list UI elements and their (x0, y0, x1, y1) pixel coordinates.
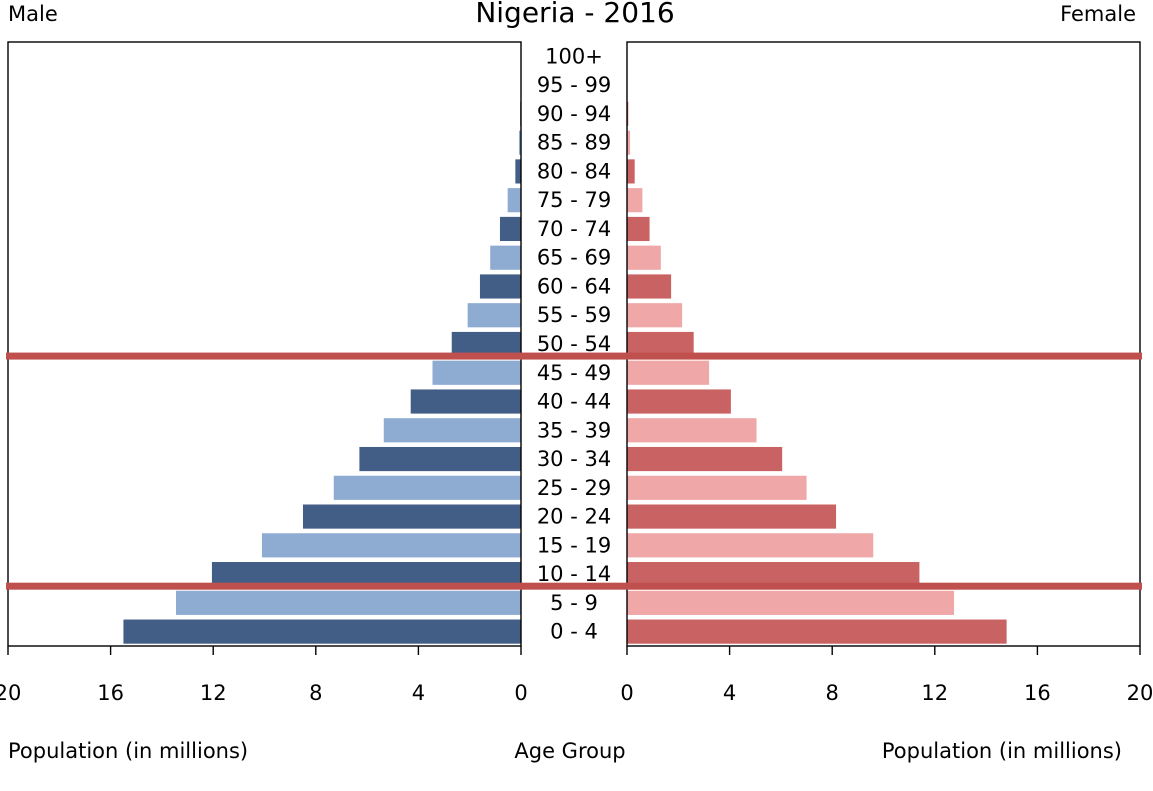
male-bar-40-44 (410, 389, 521, 414)
female-bar-45-49 (627, 360, 710, 385)
female-label: Female (1060, 2, 1136, 26)
male-bar-25-29 (333, 475, 521, 500)
age-label-30-34: 30 - 34 (537, 447, 611, 471)
male-label: Male (8, 2, 58, 26)
male-bar-35-39 (383, 418, 521, 443)
female-bar-10-14 (627, 562, 920, 587)
female-bar-85-89 (627, 130, 631, 155)
female-bar-20-24 (627, 504, 837, 529)
age-label-90-94: 90 - 94 (537, 102, 611, 126)
age-label-60-64: 60 - 64 (537, 274, 611, 298)
female-bar-25-29 (627, 475, 807, 500)
male-tick-label-4: 4 (412, 681, 425, 705)
female-panel (627, 44, 1007, 644)
female-bar-80-84 (627, 159, 635, 184)
female-tick-label-12: 12 (921, 681, 948, 705)
male-tick-label-8: 8 (309, 681, 322, 705)
male-bar-0-4 (123, 619, 522, 644)
age-label-50-54: 50 - 54 (537, 332, 611, 356)
age-label-85-89: 85 - 89 (537, 131, 611, 155)
male-bar-5-9 (176, 590, 521, 615)
chart-title: Nigeria - 2016 (475, 0, 674, 29)
male-bar-70-74 (499, 216, 521, 242)
female-bar-35-39 (627, 418, 757, 443)
highlight-lines (6, 352, 1142, 590)
male-bar-15-19 (261, 533, 521, 558)
male-tick-label-12: 12 (200, 681, 227, 705)
male-tick-label-0: 0 (514, 681, 527, 705)
age-label-45-49: 45 - 49 (537, 361, 611, 385)
age-label-100plus: 100+ (545, 44, 603, 68)
female-bar-0-4 (627, 619, 1007, 644)
male-tick-label-16: 16 (97, 681, 124, 705)
male-bar-50-54 (451, 331, 521, 357)
male-bar-20-24 (302, 504, 521, 529)
age-label-75-79: 75 - 79 (537, 188, 611, 212)
female-axis-label: Population (in millions) (882, 739, 1122, 763)
highlight-line-50-54 (6, 352, 1142, 360)
female-tick-label-20: 20 (1127, 681, 1153, 705)
male-bar-30-34 (359, 446, 521, 472)
male-panel (123, 44, 522, 644)
age-group-axis-label: Age Group (514, 739, 625, 763)
male-axis-label: Population (in millions) (8, 739, 248, 763)
highlight-line-10-14 (6, 582, 1142, 590)
age-label-70-74: 70 - 74 (537, 217, 611, 241)
age-label-35-39: 35 - 39 (537, 418, 611, 442)
female-tick-label-4: 4 (723, 681, 736, 705)
female-bar-30-34 (627, 446, 783, 472)
male-bar-10-14 (211, 562, 522, 587)
age-label-20-24: 20 - 24 (537, 505, 611, 529)
axes: 0 0 4 4 8 8 12 12 16 16 20 20 (0, 41, 1153, 705)
age-label-95-99: 95 - 99 (537, 73, 611, 97)
male-bar-75-79 (507, 188, 521, 213)
age-label-0-4: 0 - 4 (550, 620, 598, 644)
male-bar-55-59 (467, 303, 521, 328)
age-label-55-59: 55 - 59 (537, 303, 611, 327)
male-panel-frame (7, 41, 522, 647)
female-bar-5-9 (627, 590, 955, 615)
male-tick-label-20: 20 (0, 681, 21, 705)
age-label-80-84: 80 - 84 (537, 159, 611, 183)
male-bar-80-84 (515, 159, 521, 184)
age-label-10-14: 10 - 14 (537, 562, 611, 586)
female-bar-50-54 (627, 331, 694, 357)
age-label-65-69: 65 - 69 (537, 246, 611, 270)
female-tick-label-8: 8 (826, 681, 839, 705)
female-bar-15-19 (627, 533, 874, 558)
female-bar-65-69 (627, 245, 661, 270)
female-tick-label-0: 0 (620, 681, 633, 705)
male-bar-45-49 (432, 360, 521, 385)
age-label-15-19: 15 - 19 (537, 533, 611, 557)
female-panel-frame (626, 41, 1141, 647)
age-group-labels: 100+ 95 - 99 90 - 94 85 - 89 80 - 84 75 - 79 7… (537, 44, 611, 643)
female-bar-70-74 (627, 216, 650, 242)
female-tick-label-16: 16 (1024, 681, 1051, 705)
male-bar-85-89 (518, 130, 521, 155)
age-label-5-9: 5 - 9 (550, 591, 598, 615)
male-bar-60-64 (479, 274, 521, 299)
female-bar-60-64 (627, 274, 672, 299)
female-bar-40-44 (627, 389, 731, 414)
age-label-40-44: 40 - 44 (537, 390, 611, 414)
female-bar-75-79 (627, 188, 643, 213)
female-bar-55-59 (627, 303, 683, 328)
age-label-25-29: 25 - 29 (537, 476, 611, 500)
male-bar-65-69 (490, 245, 521, 270)
